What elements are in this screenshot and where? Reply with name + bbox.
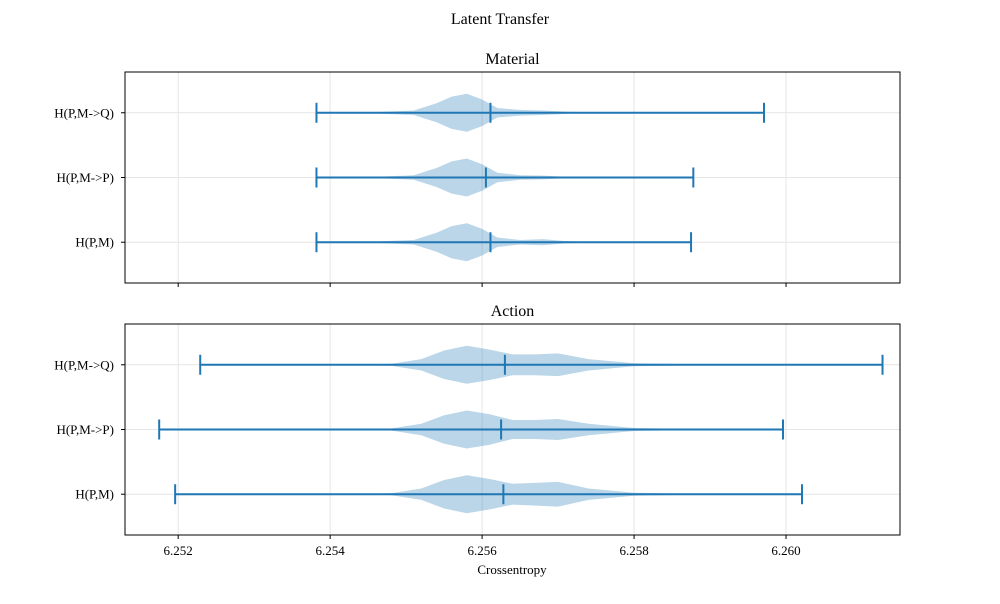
panels-layer: Material H(P,M->Q) H(P,M->P) H(P,M) Action H(… <box>54 51 901 558</box>
y-tick-label: H(P,M->P) <box>56 170 114 185</box>
x-axis-label: Crossentropy <box>477 562 547 577</box>
y-tick-label: H(P,M->P) <box>56 422 114 437</box>
y-tick-label: H(P,M) <box>75 487 114 502</box>
x-tick-label: 6.254 <box>316 543 346 558</box>
x-tick-label: 6.256 <box>467 543 497 558</box>
panel-1: Action H(P,M->Q) H(P,M->P) H(P,M) 6.252 6.254… <box>54 303 901 558</box>
panel-0: Material H(P,M->Q) H(P,M->P) H(P,M) <box>54 51 901 287</box>
y-tick-label: H(P,M->Q) <box>54 105 114 120</box>
panel-title: Material <box>485 51 540 68</box>
y-tick-label: H(P,M) <box>75 235 114 250</box>
chart-suptitle: Latent Transfer <box>451 11 550 28</box>
x-tick-label: 6.260 <box>771 543 800 558</box>
panel-title: Action <box>491 303 535 320</box>
x-tick-label: 6.252 <box>164 543 193 558</box>
x-tick-label: 6.258 <box>619 543 648 558</box>
y-tick-label: H(P,M->Q) <box>54 357 114 372</box>
